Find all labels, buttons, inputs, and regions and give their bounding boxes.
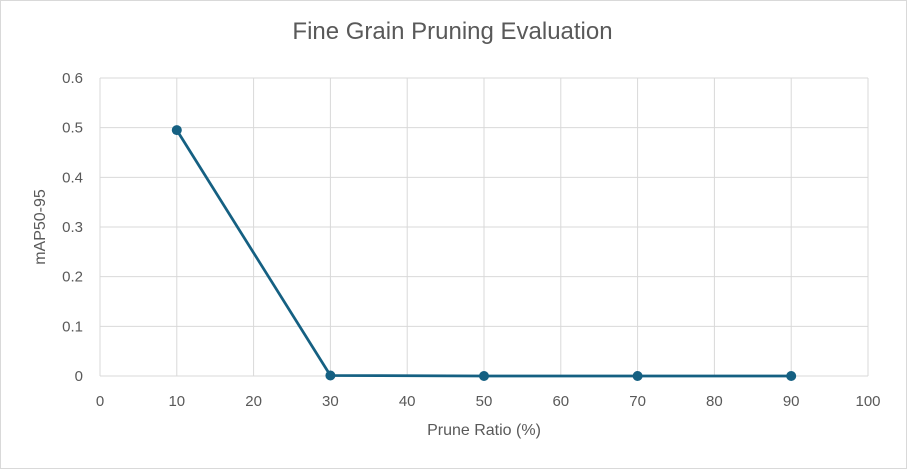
data-point — [171, 125, 182, 136]
data-point — [325, 370, 336, 381]
y-tick-label: 0.2 — [62, 269, 83, 286]
x-axis-label: Prune Ratio (%) — [427, 422, 541, 439]
x-tick-label: 70 — [629, 393, 646, 410]
chart-title: Fine Grain Pruning Evaluation — [292, 18, 613, 45]
data-point — [632, 371, 643, 381]
data-point — [786, 371, 797, 381]
x-tick-label: 50 — [476, 393, 493, 410]
x-tick-label: 90 — [783, 393, 800, 410]
y-tick-label: 0.1 — [62, 318, 83, 335]
x-tick-label: 10 — [168, 393, 185, 410]
x-tick-label: 40 — [399, 393, 416, 410]
x-tick-label: 60 — [552, 393, 569, 410]
x-tick-label: 0 — [96, 393, 104, 410]
y-tick-label: 0 — [75, 368, 83, 385]
y-tick-label: 0.3 — [62, 219, 83, 236]
series-layer — [171, 125, 797, 381]
x-tick-label: 100 — [855, 393, 880, 410]
data-point — [479, 371, 489, 381]
y-tick-label: 0.4 — [62, 169, 83, 186]
y-tick-label: 0.6 — [62, 70, 83, 87]
x-tick-label: 80 — [706, 393, 723, 410]
gridlines — [99, 77, 869, 377]
x-tick-label: 20 — [245, 393, 262, 410]
tick-labels: 0 0.1 0.2 0.3 0.4 0.5 0.6 0 10 20 30 40 50 60 70 80 90 10… — [62, 70, 880, 410]
x-tick-label: 30 — [322, 393, 339, 410]
y-tick-label: 0.5 — [62, 120, 83, 137]
